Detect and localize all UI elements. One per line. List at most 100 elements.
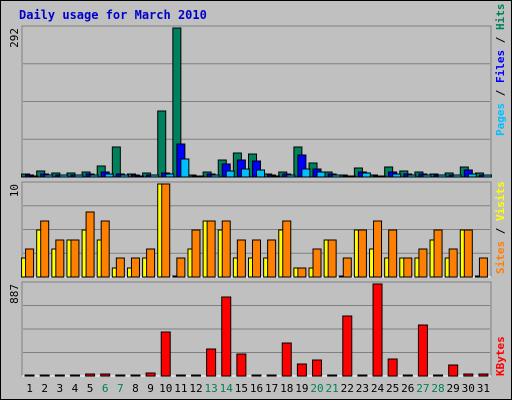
bar-pages-day-21	[331, 174, 341, 178]
day-label-31: 31	[477, 382, 490, 395]
bar-pages-day-20	[316, 171, 326, 178]
legend-item: /	[494, 221, 507, 241]
day-label-27: 27	[416, 382, 429, 395]
bar-kbytes-day-4	[69, 374, 80, 377]
day-label-14: 14	[220, 382, 234, 395]
day-label-7: 7	[117, 382, 124, 395]
day-label-4: 4	[72, 382, 79, 395]
bar-pages-day-2	[44, 174, 54, 178]
day-label-29: 29	[447, 382, 460, 395]
bar-sites-day-1	[25, 248, 35, 278]
bar-sites-day-14	[221, 220, 231, 278]
chart-title: Daily usage for March 2010	[19, 8, 207, 22]
legend-2: KBytes	[494, 336, 507, 376]
day-label-22: 22	[341, 382, 354, 395]
bar-pages-day-10	[165, 173, 175, 178]
day-label-10: 10	[159, 382, 172, 395]
day-label-11: 11	[174, 382, 187, 395]
bar-sites-day-25	[388, 229, 398, 278]
bar-sites-day-3	[55, 239, 65, 278]
bar-pages-day-18	[286, 174, 296, 178]
bar-kbytes-day-1	[24, 374, 35, 377]
bar-kbytes-day-19	[296, 363, 307, 377]
bar-kbytes-day-15	[236, 353, 247, 377]
bar-kbytes-day-7	[115, 374, 126, 377]
bar-kbytes-day-10	[160, 331, 171, 377]
bar-sites-day-27	[418, 248, 428, 278]
day-label-2: 2	[41, 382, 48, 395]
day-label-13: 13	[204, 382, 217, 395]
bar-pages-day-17	[271, 175, 281, 178]
bar-pages-day-27	[422, 174, 432, 178]
bar-sites-day-7	[115, 257, 125, 278]
bar-pages-day-9	[150, 174, 160, 178]
bar-hits-day-10	[157, 110, 167, 178]
legend-1: Sites / Visits	[494, 181, 507, 274]
bar-kbytes-day-14	[221, 296, 232, 377]
bar-pages-day-13	[210, 174, 220, 178]
bar-pages-day-28	[437, 174, 447, 178]
legend-item: /	[494, 30, 507, 50]
bar-pages-day-7	[119, 174, 129, 178]
bar-sites-day-28	[433, 229, 443, 278]
bar-sites-day-11	[176, 257, 186, 278]
day-label-23: 23	[356, 382, 369, 395]
bar-pages-day-8	[134, 175, 144, 178]
bar-pages-day-16	[256, 169, 265, 178]
legend-item: Pages	[494, 103, 507, 136]
day-label-1: 1	[26, 382, 33, 395]
bar-sites-day-19	[297, 267, 307, 278]
day-label-8: 8	[132, 382, 139, 395]
bar-pages-day-12	[195, 175, 205, 178]
bar-kbytes-day-12	[190, 374, 201, 377]
bar-pages-day-6	[104, 173, 114, 178]
day-label-20: 20	[310, 382, 323, 395]
bar-pages-day-11	[180, 158, 190, 178]
bar-pages-day-15	[240, 168, 250, 178]
bar-pages-day-24	[377, 175, 387, 178]
bar-kbytes-day-6	[100, 373, 111, 377]
axis-max-label-2: 887	[8, 284, 21, 304]
bar-sites-day-4	[70, 239, 80, 278]
bar-sites-day-18	[282, 220, 292, 278]
bar-pages-day-19	[301, 168, 311, 178]
day-label-24: 24	[371, 382, 385, 395]
day-label-18: 18	[280, 382, 293, 395]
legend-item: Hits	[494, 4, 507, 31]
bar-kbytes-day-24	[372, 283, 383, 377]
bar-pages-day-3	[59, 174, 69, 178]
bar-sites-day-6	[100, 220, 110, 278]
bar-kbytes-day-29	[448, 364, 459, 377]
bar-kbytes-day-28	[433, 374, 444, 377]
bar-sites-day-17	[267, 239, 277, 278]
bar-pages-day-29	[452, 174, 462, 178]
bar-kbytes-day-8	[130, 374, 141, 377]
bar-sites-day-16	[252, 239, 261, 278]
bar-kbytes-day-30	[463, 373, 474, 377]
legend-item: /	[494, 83, 507, 103]
bar-kbytes-day-13	[206, 348, 217, 377]
day-label-21: 21	[326, 382, 339, 395]
legend-0: Pages / Files / Hits	[494, 4, 507, 137]
legend-item: KBytes	[494, 336, 507, 376]
day-label-26: 26	[401, 382, 414, 395]
bar-kbytes-day-3	[54, 374, 65, 377]
bar-sites-day-21	[327, 239, 337, 278]
bar-pages-day-22	[346, 175, 356, 178]
bar-sites-day-2	[40, 220, 50, 278]
bar-pages-day-23	[361, 172, 371, 178]
axis-max-label-1: 10	[8, 184, 21, 197]
day-label-6: 6	[102, 382, 109, 395]
day-label-25: 25	[386, 382, 399, 395]
bar-kbytes-day-18	[281, 342, 292, 377]
bar-sites-day-30	[463, 229, 473, 278]
bar-kbytes-day-9	[145, 372, 156, 377]
bar-kbytes-day-2	[39, 374, 50, 377]
axis-max-label-0: 292	[8, 28, 21, 48]
bar-kbytes-day-21	[327, 374, 338, 377]
bar-pages-day-1	[29, 175, 39, 178]
day-label-12: 12	[189, 382, 202, 395]
bar-sites-day-5	[85, 211, 95, 278]
bar-kbytes-day-5	[85, 373, 96, 377]
bar-kbytes-day-25	[387, 358, 398, 377]
